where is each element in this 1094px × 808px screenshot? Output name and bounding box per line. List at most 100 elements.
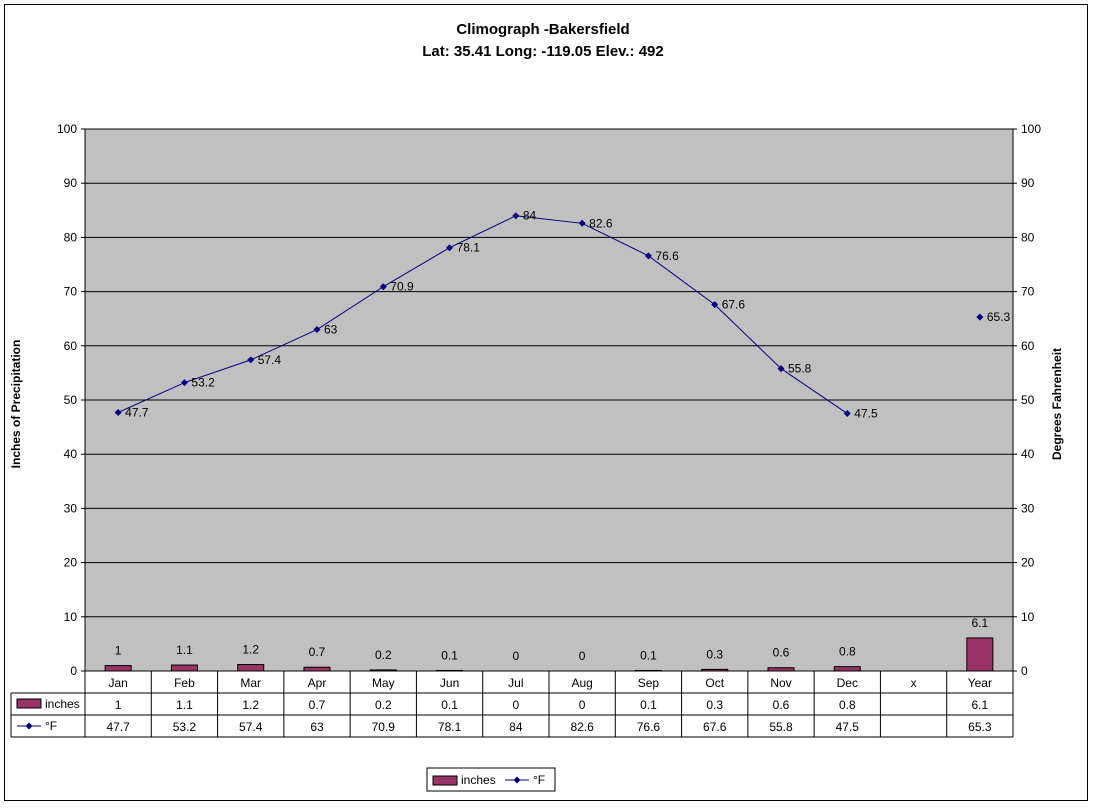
table-cell-temperature: 78.1 — [438, 720, 462, 734]
temperature-marker — [644, 252, 652, 260]
table-row-label-inches: inches — [45, 697, 80, 711]
table-cell-inches: 0 — [513, 698, 520, 712]
table-cell-temperature: 53.2 — [173, 720, 197, 734]
y-axis-label: Inches of Precipitation — [9, 340, 23, 469]
x-tick-label: Dec — [837, 676, 858, 690]
table-cell-temperature: 84 — [509, 720, 523, 734]
y-tick-label: 90 — [64, 176, 78, 190]
temperature-marker — [578, 219, 586, 227]
table-cell-temperature: 47.5 — [836, 720, 860, 734]
x-tick-label: Jul — [508, 676, 523, 690]
temperature-marker — [843, 410, 851, 418]
precip-bar — [170, 664, 198, 672]
y-tick-label: 10 — [64, 610, 78, 624]
temperature-label: 63 — [324, 323, 338, 337]
precip-bar-label: 1 — [115, 644, 122, 658]
table-bar-swatch — [16, 698, 42, 709]
table-cell-inches: 6.1 — [972, 698, 989, 712]
y2-tick-label: 60 — [1021, 339, 1035, 353]
temperature-marker — [247, 356, 255, 364]
legend-line-marker — [513, 776, 521, 784]
precip-bar — [104, 665, 132, 672]
temperature-label: 76.6 — [655, 249, 679, 263]
legend-bar-swatch — [432, 775, 458, 786]
temperature-marker — [313, 326, 321, 334]
table-cell-temperature: 76.6 — [637, 720, 661, 734]
table-line-marker — [25, 722, 33, 730]
chart-subtitle: Lat: 35.41 Long: -119.05 Elev.: 492 — [422, 43, 664, 60]
temperature-label: 65.3 — [987, 310, 1011, 324]
x-tick-label: Feb — [174, 676, 195, 690]
precip-bar-label: 0.7 — [309, 645, 326, 659]
climograph-chart: Climograph -Bakersfield Lat: 35.41 Long:… — [9, 21, 1064, 792]
y2-tick-label: 20 — [1021, 556, 1035, 570]
y2-tick-label: 40 — [1021, 447, 1035, 461]
table-cell-inches: 1 — [115, 698, 122, 712]
temperature-label: 53.2 — [191, 376, 215, 390]
precip-bar-label: 1.1 — [176, 643, 193, 657]
x-tick-label: x — [911, 676, 917, 690]
table-cell-inches: 0.1 — [640, 698, 657, 712]
precip-bar-label: 0.1 — [441, 648, 458, 662]
y2-tick-label: 0 — [1021, 664, 1028, 678]
temperature-label: 67.6 — [722, 298, 746, 312]
chart-title: Climograph -Bakersfield — [456, 21, 629, 38]
precip-bar-label: 1.2 — [242, 642, 259, 656]
table-cell-inches: 0.7 — [309, 698, 326, 712]
table-cell-temperature: 55.8 — [769, 720, 793, 734]
y2-tick-label: 50 — [1021, 393, 1035, 407]
y-tick-label: 70 — [64, 285, 78, 299]
y2-tick-label: 10 — [1021, 610, 1035, 624]
precip-bar — [303, 666, 331, 672]
y2-tick-label: 100 — [1021, 122, 1041, 136]
table-cell-temperature: 63 — [310, 720, 324, 734]
table-cell-inches: 0.3 — [706, 698, 723, 712]
table-cell-temperature: 47.7 — [106, 720, 130, 734]
x-tick-label: Sep — [638, 676, 660, 690]
temperature-label: 84 — [523, 209, 537, 223]
temperature-marker — [379, 283, 387, 291]
table-cell-inches: 1.2 — [242, 698, 259, 712]
table-cell-inches: 0.8 — [839, 698, 856, 712]
y-tick-label: 50 — [64, 393, 78, 407]
precip-bar-label: 0.8 — [839, 645, 856, 659]
y-tick-label: 60 — [64, 339, 78, 353]
precip-bar-label: 0 — [579, 649, 586, 663]
y-tick-label: 0 — [70, 664, 77, 678]
legend-label-inches: inches — [461, 773, 496, 787]
temperature-line — [117, 215, 848, 414]
y-tick-label: 20 — [64, 556, 78, 570]
y2-tick-label: 80 — [1021, 230, 1035, 244]
precip-bar — [833, 666, 861, 672]
legend-box — [426, 767, 556, 792]
table-cell-inches: 0 — [579, 698, 586, 712]
table-cell-inches: 0.6 — [773, 698, 790, 712]
precip-bar-label: 0.2 — [375, 648, 392, 662]
x-tick-label: Aug — [571, 676, 592, 690]
temperature-label: 55.8 — [788, 362, 812, 376]
y2-axis-label: Degrees Fahrenheit — [1050, 348, 1064, 460]
temperature-marker — [512, 212, 520, 220]
temperature-marker — [711, 301, 719, 309]
x-tick-label: Oct — [705, 676, 724, 690]
table-cell-temperature: 82.6 — [570, 720, 594, 734]
temperature-label: 47.5 — [854, 407, 878, 421]
x-tick-label: Year — [968, 676, 992, 690]
y2-tick-label: 30 — [1021, 501, 1035, 515]
temperature-marker — [777, 365, 785, 373]
x-tick-label: Nov — [770, 676, 791, 690]
y-tick-label: 80 — [64, 230, 78, 244]
precip-bar-label: 0 — [513, 649, 520, 663]
temperature-marker — [114, 408, 122, 416]
temperature-label: 70.9 — [390, 280, 414, 294]
x-tick-label: Mar — [240, 676, 261, 690]
table-cell-inches: 0.2 — [375, 698, 392, 712]
y2-tick-label: 90 — [1021, 176, 1035, 190]
precip-bar-label: 0.1 — [640, 648, 657, 662]
x-tick-label: Jan — [108, 676, 127, 690]
temperature-marker — [446, 244, 454, 252]
precip-bar-label: 6.1 — [972, 616, 989, 630]
x-tick-label: Apr — [308, 676, 327, 690]
y-tick-label: 100 — [57, 122, 77, 136]
table-cell-temperature: 70.9 — [372, 720, 396, 734]
